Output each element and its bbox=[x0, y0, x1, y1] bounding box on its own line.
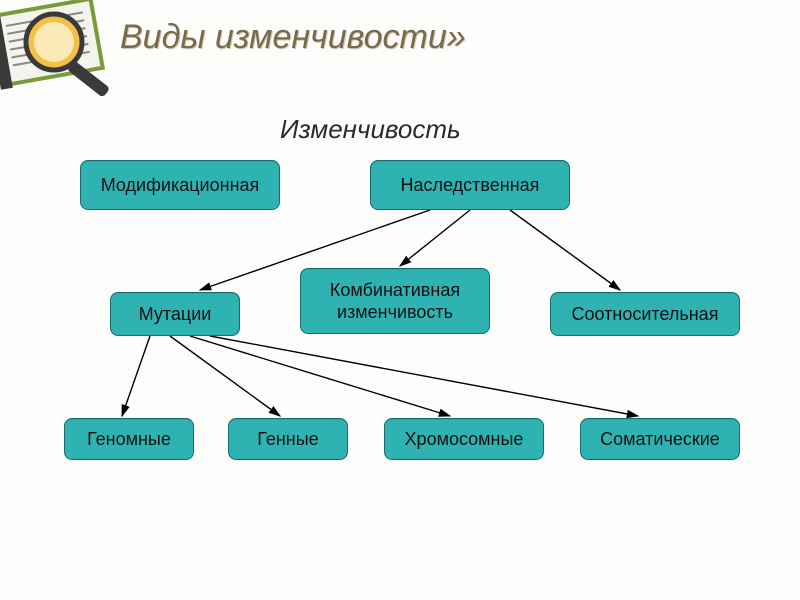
node-label: Соматические bbox=[600, 428, 720, 451]
node-label: Наследственная bbox=[401, 174, 540, 197]
node-label: Модификационная bbox=[101, 174, 260, 197]
node-label: Мутации bbox=[139, 303, 212, 326]
diagram-root-label: Изменчивость bbox=[280, 114, 461, 145]
node-label: Хромосомные bbox=[405, 428, 524, 451]
node-label: Генные bbox=[257, 428, 318, 451]
node-mutations: Мутации bbox=[110, 292, 240, 336]
node-combinative: Комбинативная изменчивость bbox=[300, 268, 490, 334]
node-label: Геномные bbox=[87, 428, 171, 451]
node-somatic: Соматические bbox=[580, 418, 740, 460]
node-hereditary: Наследственная bbox=[370, 160, 570, 210]
node-modificational: Модификационная bbox=[80, 160, 280, 210]
page-title: Виды изменчивости» bbox=[120, 18, 466, 57]
node-chromosomal: Хромосомные bbox=[384, 418, 544, 460]
node-label: Комбинативная изменчивость bbox=[311, 279, 479, 324]
node-correlative: Соотносительная bbox=[550, 292, 740, 336]
node-label: Соотносительная bbox=[572, 303, 719, 326]
node-gene: Генные bbox=[228, 418, 348, 460]
node-genomic: Геномные bbox=[64, 418, 194, 460]
